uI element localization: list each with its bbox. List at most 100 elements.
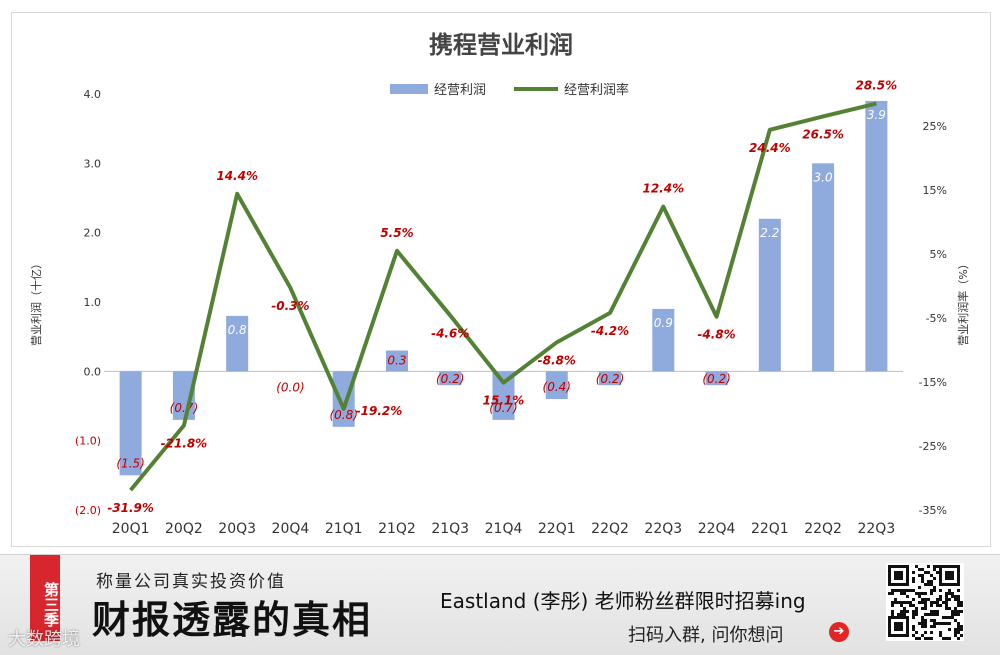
x-tick-label: 21Q1 — [325, 521, 363, 537]
qr-module — [936, 604, 939, 607]
qr-module — [954, 613, 957, 616]
bar-data-label: 3.9 — [867, 108, 886, 122]
line-data-label: -4.6% — [431, 326, 469, 340]
qr-module — [951, 610, 954, 613]
qr-module — [933, 610, 936, 613]
qr-module — [906, 595, 909, 598]
qr-module — [948, 592, 951, 595]
qr-module — [927, 571, 930, 574]
qr-module — [918, 601, 921, 604]
qr-module — [912, 628, 915, 631]
qr-module — [948, 589, 951, 592]
qr-code-image[interactable] — [886, 563, 964, 641]
qr-module — [948, 616, 951, 619]
qr-module — [912, 577, 915, 580]
qr-module — [942, 616, 945, 619]
qr-module — [924, 571, 927, 574]
qr-module — [936, 613, 939, 616]
qr-module — [957, 598, 960, 601]
watermark-text: 大数跨境 — [8, 625, 80, 651]
qr-module — [921, 577, 924, 580]
qr-module — [930, 610, 933, 613]
qr-module — [921, 601, 924, 604]
qr-module — [945, 637, 948, 640]
banner-title: 财报透露的真相 — [92, 589, 372, 644]
qr-module — [933, 568, 936, 571]
line-data-label: -0.3% — [271, 299, 309, 313]
qr-module — [924, 637, 927, 640]
recruit-text: Eastland (李彤) 老师粉丝群限时招募ing — [440, 585, 806, 614]
y-tick-label: 2.0 — [84, 227, 102, 240]
x-tick-label: 22Q2 — [591, 521, 629, 537]
qr-module — [954, 595, 957, 598]
qr-module — [930, 631, 933, 634]
line-data-label: 28.5% — [856, 79, 898, 93]
qr-module — [936, 610, 939, 613]
qr-module — [933, 622, 936, 625]
qr-module — [957, 625, 960, 628]
y2-tick-label: -5% — [926, 312, 947, 325]
qr-module — [903, 610, 906, 613]
qr-module — [957, 631, 960, 634]
qr-module — [921, 616, 924, 619]
qr-module — [900, 592, 903, 595]
qr-module — [942, 637, 945, 640]
y-tick-label: 3.0 — [84, 157, 102, 170]
qr-module — [924, 592, 927, 595]
arrow-right-circle-icon[interactable]: ➔ — [829, 622, 849, 642]
qr-module — [945, 622, 948, 625]
y-axis-title: 营业利润（十亿） — [29, 258, 43, 346]
scan-cta-text[interactable]: 扫码入群, 问你想问 — [628, 621, 783, 647]
qr-module — [906, 601, 909, 604]
bar-data-label: (0.7) — [170, 401, 198, 415]
qr-module — [933, 625, 936, 628]
qr-module — [945, 595, 948, 598]
qr-module — [960, 634, 963, 637]
qr-module — [903, 601, 906, 604]
qr-module — [951, 613, 954, 616]
qr-module — [909, 589, 912, 592]
y2-tick-label: 25% — [923, 120, 947, 133]
x-tick-label: 22Q3 — [857, 521, 895, 537]
qr-module — [912, 610, 915, 613]
qr-module — [957, 601, 960, 604]
qr-module — [903, 589, 906, 592]
qr-module — [933, 589, 936, 592]
qr-module — [927, 583, 930, 586]
x-tick-label: 22Q1 — [538, 521, 576, 537]
qr-module — [897, 601, 900, 604]
y-tick-label: 0.0 — [84, 365, 102, 378]
qr-module — [960, 601, 963, 604]
qr-module — [918, 595, 921, 598]
qr-module — [945, 607, 948, 610]
line-data-label: 12.4% — [642, 182, 684, 196]
qr-module — [921, 568, 924, 571]
qr-module — [924, 598, 927, 601]
qr-module — [915, 631, 918, 634]
qr-module — [933, 577, 936, 580]
qr-module — [930, 580, 933, 583]
qr-module — [912, 634, 915, 637]
line-data-label: -4.8% — [697, 328, 735, 342]
qr-module — [951, 616, 954, 619]
promo-banner: 第三季 称量公司真实投资价值 财报透露的真相 大数跨境 Eastland (李彤… — [0, 554, 1000, 655]
qr-module — [954, 607, 957, 610]
line-data-label: 14.4% — [216, 169, 258, 183]
bar-data-label: 2.2 — [760, 226, 779, 240]
qr-module — [912, 604, 915, 607]
y2-tick-label: 15% — [923, 184, 947, 197]
qr-module — [924, 607, 927, 610]
qr-module — [924, 601, 927, 604]
qr-module — [921, 634, 924, 637]
bar-data-label: (0.0) — [276, 380, 304, 394]
qr-module — [918, 586, 921, 589]
y2-axis-title: 营业利润率（%） — [956, 258, 970, 345]
qr-module — [936, 571, 939, 574]
qr-module — [954, 598, 957, 601]
qr-module — [915, 610, 918, 613]
qr-module — [897, 613, 900, 616]
qr-module — [930, 604, 933, 607]
chart-title: 携程营业利润 — [429, 31, 573, 59]
x-tick-label: 20Q4 — [272, 521, 310, 537]
